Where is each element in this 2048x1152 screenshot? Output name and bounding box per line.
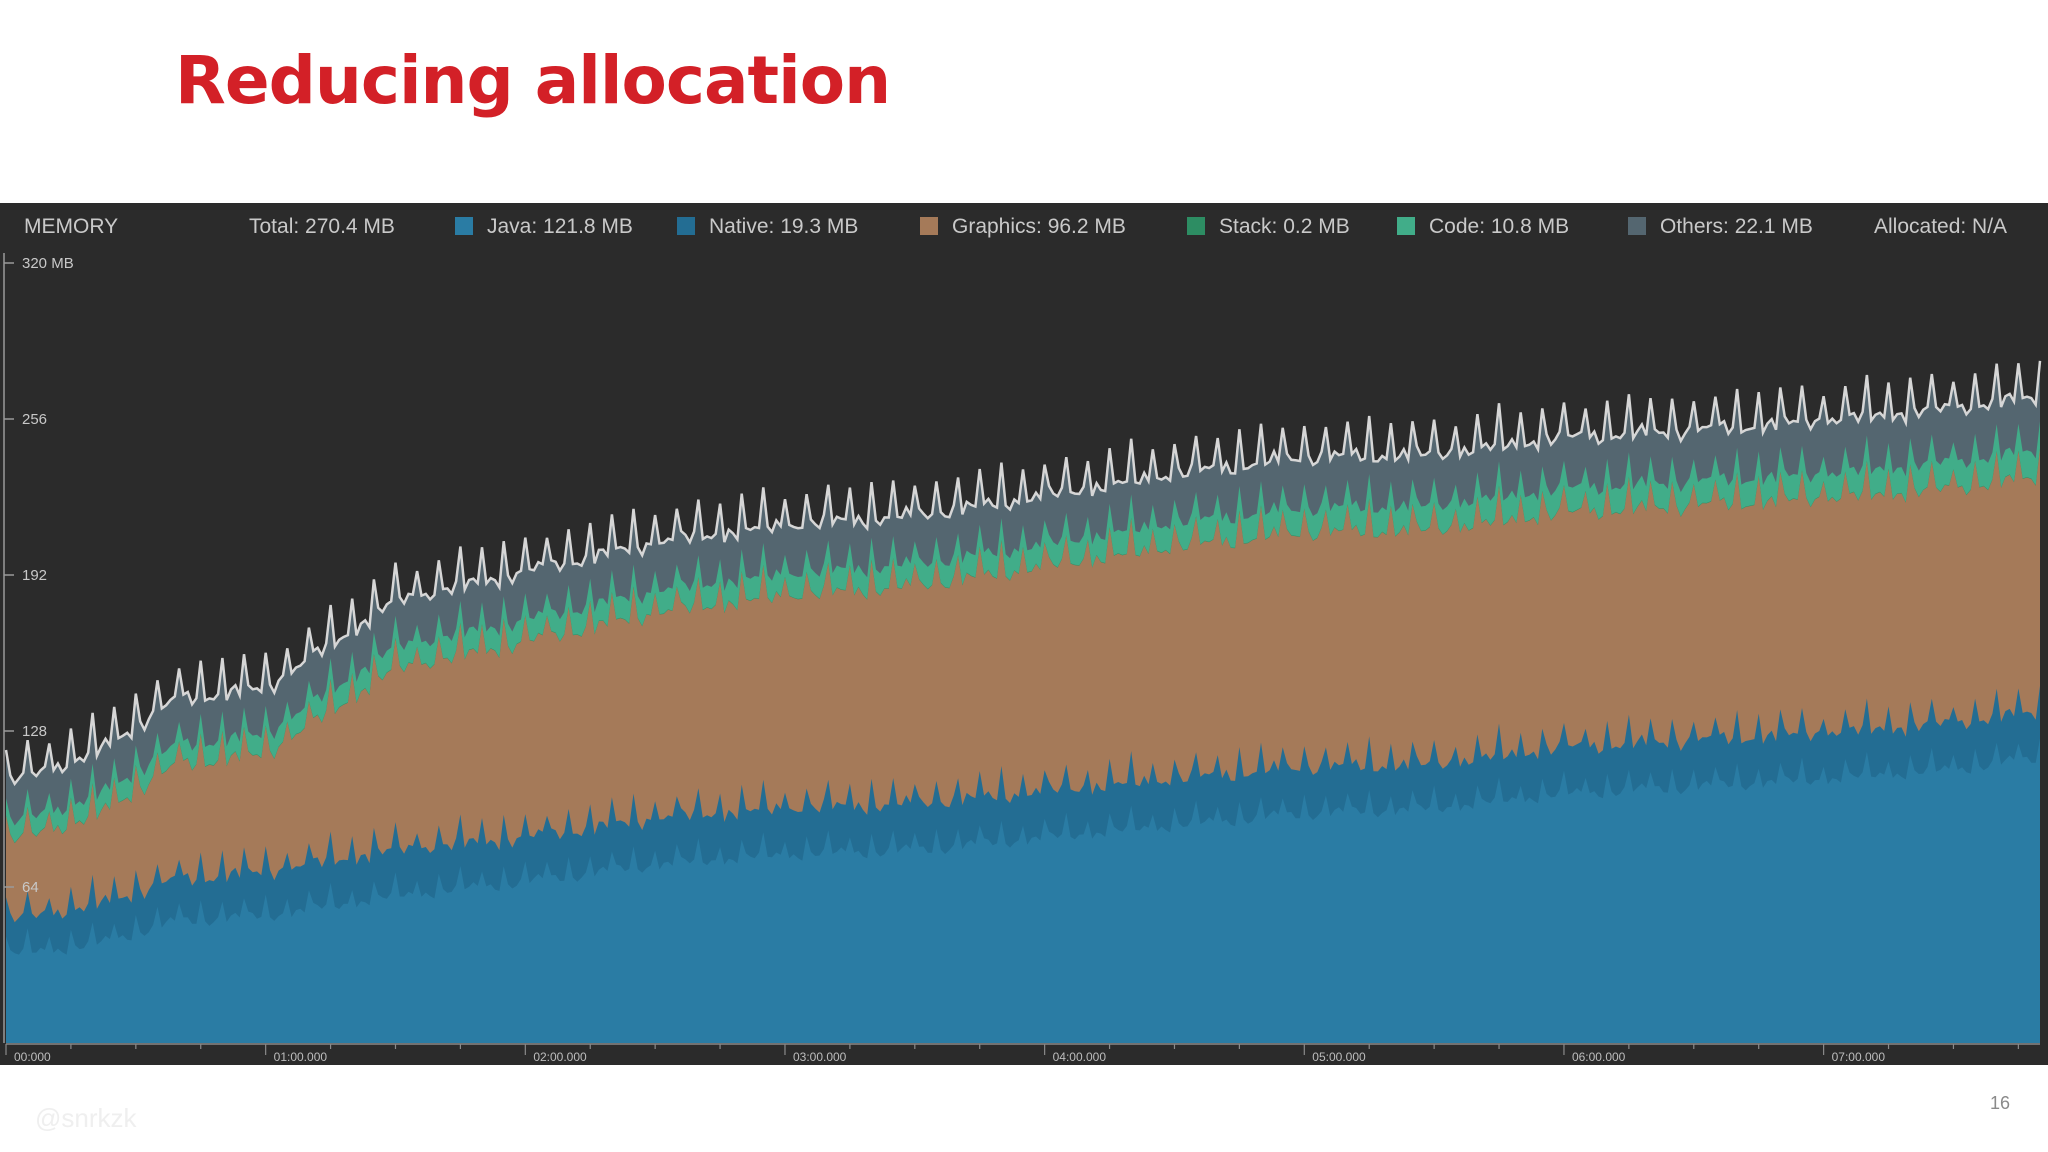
legend-label-code: Code: 10.8 MB: [1429, 215, 1569, 238]
total-line-layer: [4, 360, 2042, 787]
slide-title: Reducing allocation: [175, 42, 891, 119]
legend-label-native: Native: 19.3 MB: [709, 215, 858, 238]
page-number: 16: [1990, 1093, 2011, 1113]
legend-swatch-code: [1397, 217, 1415, 235]
legend: MEMORY Total: 270.4 MB Java: 121.8 MB Nativ…: [24, 215, 2007, 238]
legend-label-graphics: Graphics: 96.2 MB: [952, 215, 1126, 238]
legend-allocated: Allocated: N/A: [1874, 215, 2007, 238]
x-axis-bg: [0, 1043, 2048, 1065]
area-java: [6, 738, 2040, 1043]
y-axis: 320 MB 256 192 128 64: [3, 253, 74, 1043]
y-tick-label: 320 MB: [22, 255, 74, 272]
y-tick-label: 192: [22, 567, 47, 584]
legend-label-java: Java: 121.8 MB: [487, 215, 633, 238]
legend-header: MEMORY: [24, 215, 118, 238]
x-tick-label: 04:00.000: [1053, 1050, 1107, 1064]
legend-swatch-java: [455, 217, 473, 235]
legend-swatch-others: [1628, 217, 1646, 235]
memory-chart: 320 MB 256 192 128 64 00:000 01:00.000 02:00.0…: [0, 215, 2048, 1065]
x-tick-label: 01:00.000: [274, 1050, 328, 1064]
x-tick-label: 03:00.000: [793, 1050, 847, 1064]
x-tick-label: 06:00.000: [1572, 1050, 1626, 1064]
legend-label-others: Others: 22.1 MB: [1660, 215, 1813, 238]
legend-swatch-graphics: [920, 217, 938, 235]
legend-swatch-native: [677, 217, 695, 235]
stacked-areas: [6, 360, 2040, 1044]
legend-label-stack: Stack: 0.2 MB: [1219, 215, 1350, 238]
x-tick-label: 05:00.000: [1312, 1050, 1366, 1064]
memory-profiler-panel: 320 MB 256 192 128 64 00:000 01:00.000 02:00.0…: [0, 203, 2048, 1065]
y-tick-label: 64: [22, 879, 39, 896]
x-tick-label: 02:00.000: [533, 1050, 587, 1064]
legend-total: Total: 270.4 MB: [249, 215, 395, 238]
x-tick-label: 07:00.000: [1832, 1050, 1886, 1064]
watermark: @snrkzk: [35, 1103, 137, 1133]
x-axis: 00:000 01:00.000 02:00.000 03:00.000 04:00.0…: [0, 1043, 2048, 1065]
y-tick-label: 256: [22, 411, 47, 428]
total-line: [4, 360, 2042, 787]
legend-swatch-stack: [1187, 217, 1205, 235]
y-tick-label: 128: [22, 723, 47, 740]
x-tick-label: 00:000: [14, 1050, 51, 1064]
